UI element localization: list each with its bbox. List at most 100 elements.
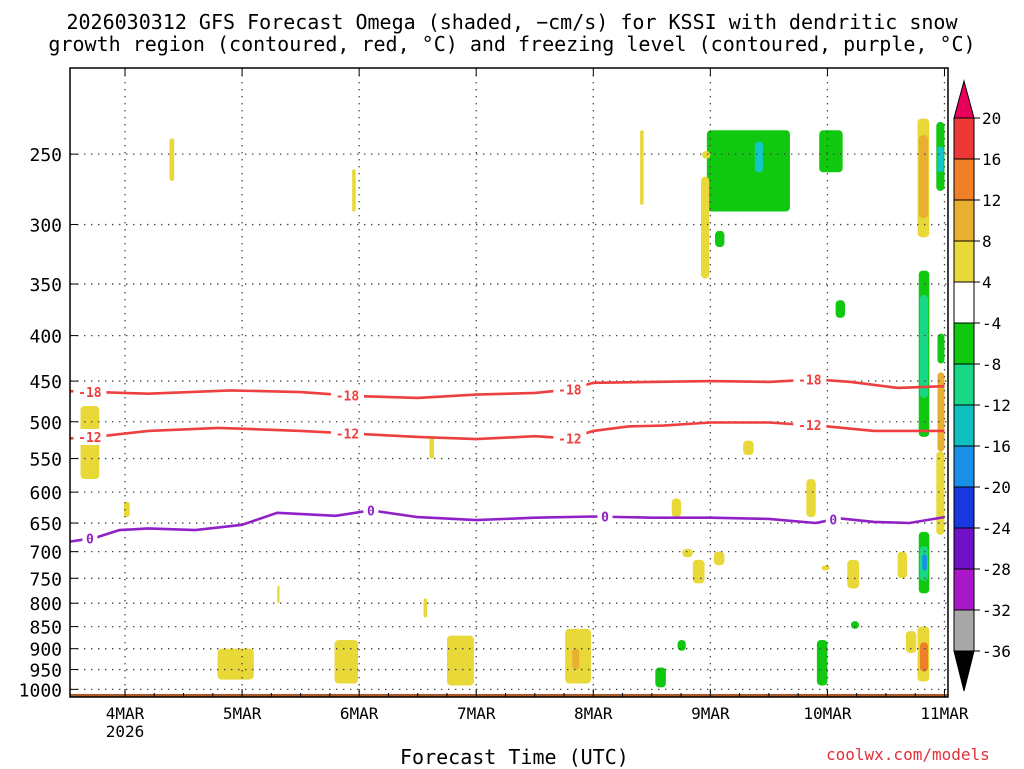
omega-region <box>429 436 435 459</box>
colorbar-cell <box>953 363 975 406</box>
contour-label: -18 <box>336 389 360 404</box>
contour-label: -18 <box>558 384 582 399</box>
omega-region <box>423 598 428 618</box>
colorbar-label: 4 <box>982 273 992 292</box>
y-tick-label: 450 <box>29 372 62 393</box>
y-tick-label: 300 <box>29 216 62 237</box>
x-tick-label: 10MAR <box>803 704 852 723</box>
omega-region <box>919 294 929 398</box>
colorbar-label: 12 <box>982 191 1001 210</box>
x-tick-label: 6MAR <box>340 704 379 723</box>
omega-region <box>847 559 860 589</box>
omega-region <box>169 138 175 181</box>
omega-region <box>572 648 580 670</box>
omega-region <box>754 141 764 173</box>
y-tick-label: 250 <box>29 145 62 166</box>
omega-region <box>835 300 845 318</box>
colorbar-label: -12 <box>982 396 1011 415</box>
omega-region <box>702 151 711 159</box>
colorbar-label: -16 <box>982 437 1011 456</box>
contour-label: -12 <box>558 432 581 447</box>
y-tick-label: 350 <box>29 275 62 296</box>
x-tick-label: 7MAR <box>457 704 496 723</box>
contour-label-bg <box>793 371 827 388</box>
colorbar-cell <box>953 281 975 324</box>
y-tick-label: 850 <box>29 618 62 639</box>
colorbar-label: 16 <box>982 150 1001 169</box>
omega-region <box>640 130 644 205</box>
omega-region <box>682 548 693 558</box>
colorbar-label: -4 <box>982 314 1001 333</box>
colorbar-cell <box>953 445 975 488</box>
omega-region <box>850 621 860 629</box>
y-tick-label: 600 <box>29 483 62 504</box>
omega-region <box>905 631 917 653</box>
contour-label: -12 <box>336 427 359 442</box>
y-tick-label: 950 <box>29 661 62 682</box>
plot-frame <box>69 67 949 698</box>
colorbar-cell <box>953 199 975 242</box>
colorbar-cell <box>953 404 975 447</box>
contour-label-bg <box>597 508 613 525</box>
colorbar-cell <box>953 322 975 365</box>
terrain-band <box>70 693 948 697</box>
omega-region <box>816 640 828 686</box>
omega-region <box>715 230 725 248</box>
contour-label-bg <box>363 502 379 519</box>
x-tick-label: 5MAR <box>223 704 262 723</box>
colorbar-label: -8 <box>982 355 1001 374</box>
x-tick-sublabel: 2026 <box>106 722 145 741</box>
contour-label-bg <box>330 387 364 404</box>
omega-region <box>123 501 130 518</box>
contour-label: -12 <box>798 419 821 434</box>
contour-label-bg <box>73 428 107 445</box>
omega-region <box>922 554 927 571</box>
y-tick-label: 650 <box>29 514 62 535</box>
omega-region <box>352 169 356 212</box>
contour-label: 0 <box>601 511 609 526</box>
omega-region <box>217 648 254 680</box>
colorbar: 20 16 12 8 4 -4 -8 -12 -16 -20 -24 -28 -32 -36 <box>953 79 1011 692</box>
colorbar-label: -36 <box>982 642 1011 661</box>
x-axis-title: Forecast Time (UTC) <box>400 745 629 769</box>
colorbar-label: -20 <box>982 478 1011 497</box>
contour-label-bg <box>330 425 364 442</box>
omega-region <box>446 635 474 686</box>
omega-region <box>937 372 945 452</box>
y-tick-label: 500 <box>29 413 62 434</box>
contour-label-bg <box>793 417 827 434</box>
contour-label: -12 <box>78 431 101 446</box>
y-tick-label: 400 <box>29 327 62 348</box>
x-tick-label: 9MAR <box>691 704 730 723</box>
y-tick-label: 750 <box>29 569 62 590</box>
omega-region <box>819 130 843 173</box>
y-tick-label: 550 <box>29 450 62 471</box>
colorbar-cell <box>953 79 975 119</box>
y-tick-label: 900 <box>29 640 62 661</box>
y-tick-label: 700 <box>29 543 62 564</box>
colorbar-cell <box>953 609 975 652</box>
omega-region <box>706 130 790 212</box>
colorbar-cell <box>953 117 975 160</box>
y-tick-label: 800 <box>29 594 62 615</box>
colorbar-cell <box>953 158 975 201</box>
omega-region <box>713 551 725 566</box>
colorbar-label: 20 <box>982 109 1001 128</box>
omega-region <box>897 551 908 579</box>
omega-region <box>821 565 830 571</box>
contour-label-bg <box>73 383 107 400</box>
omega-region <box>918 135 929 219</box>
colorbar-label: 8 <box>982 232 992 251</box>
colorbar-cell <box>953 568 975 611</box>
contour-label: 0 <box>86 533 94 548</box>
omega-region <box>334 640 358 684</box>
omega-region <box>700 176 710 279</box>
contour-label: 0 <box>829 513 837 528</box>
colorbar-cell <box>953 240 975 283</box>
contour-line <box>69 421 945 441</box>
colorbar-label: -28 <box>982 560 1011 579</box>
contour-label: 0 <box>367 504 375 519</box>
x-tick-label: 11MAR <box>920 704 969 723</box>
omega-region <box>937 146 944 173</box>
